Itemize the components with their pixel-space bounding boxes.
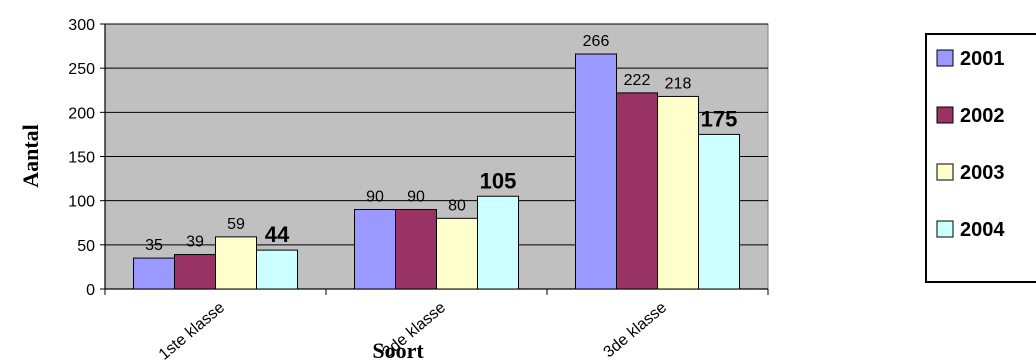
bar: [215, 236, 257, 290]
bar: [174, 254, 216, 290]
data-label: 90: [407, 189, 425, 206]
bar: [354, 209, 396, 290]
bar: [477, 195, 519, 290]
data-label: 175: [701, 106, 738, 131]
y-tick-label: 100: [68, 194, 95, 211]
bar: [256, 249, 298, 290]
bar: [575, 53, 617, 290]
data-label: 80: [448, 197, 466, 214]
x-tick-label: 3de klasse: [601, 299, 671, 361]
data-label: 39: [186, 234, 204, 251]
bar: [657, 95, 699, 290]
x-axis-title: Soort: [372, 338, 424, 363]
data-label: 105: [480, 168, 517, 193]
bar: [616, 92, 658, 290]
data-label: 90: [366, 189, 384, 206]
bar: [436, 217, 478, 290]
legend-label: 2004: [960, 219, 1005, 241]
data-label: 35: [145, 237, 163, 254]
data-label: 44: [265, 222, 290, 247]
y-tick-label: 0: [86, 282, 95, 299]
y-tick-label: 250: [68, 61, 95, 78]
x-tick-label: 1ste klasse: [156, 299, 228, 363]
legend-label: 2003: [960, 162, 1005, 184]
data-label: 218: [665, 75, 692, 92]
y-tick-label: 50: [77, 238, 95, 255]
data-label: 222: [624, 72, 651, 89]
bar: [698, 133, 740, 290]
legend-box: [925, 33, 1036, 283]
y-tick-label: 200: [68, 105, 95, 122]
legend-label: 2002: [960, 105, 1005, 127]
bar: [133, 257, 175, 290]
y-tick-label: 150: [68, 150, 95, 167]
y-tick-label: 300: [68, 17, 95, 34]
legend-swatch: [936, 163, 954, 181]
bar: [395, 209, 437, 290]
data-label: 59: [227, 216, 245, 233]
legend-swatch: [936, 220, 954, 238]
data-label: 266: [583, 33, 610, 50]
legend-swatch: [936, 106, 954, 124]
legend-swatch: [936, 49, 954, 67]
y-axis-title: Aantal: [18, 124, 43, 188]
legend-label: 2001: [960, 48, 1005, 70]
